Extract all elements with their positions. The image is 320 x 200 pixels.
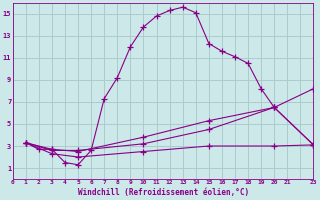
- X-axis label: Windchill (Refroidissement éolien,°C): Windchill (Refroidissement éolien,°C): [77, 188, 249, 197]
